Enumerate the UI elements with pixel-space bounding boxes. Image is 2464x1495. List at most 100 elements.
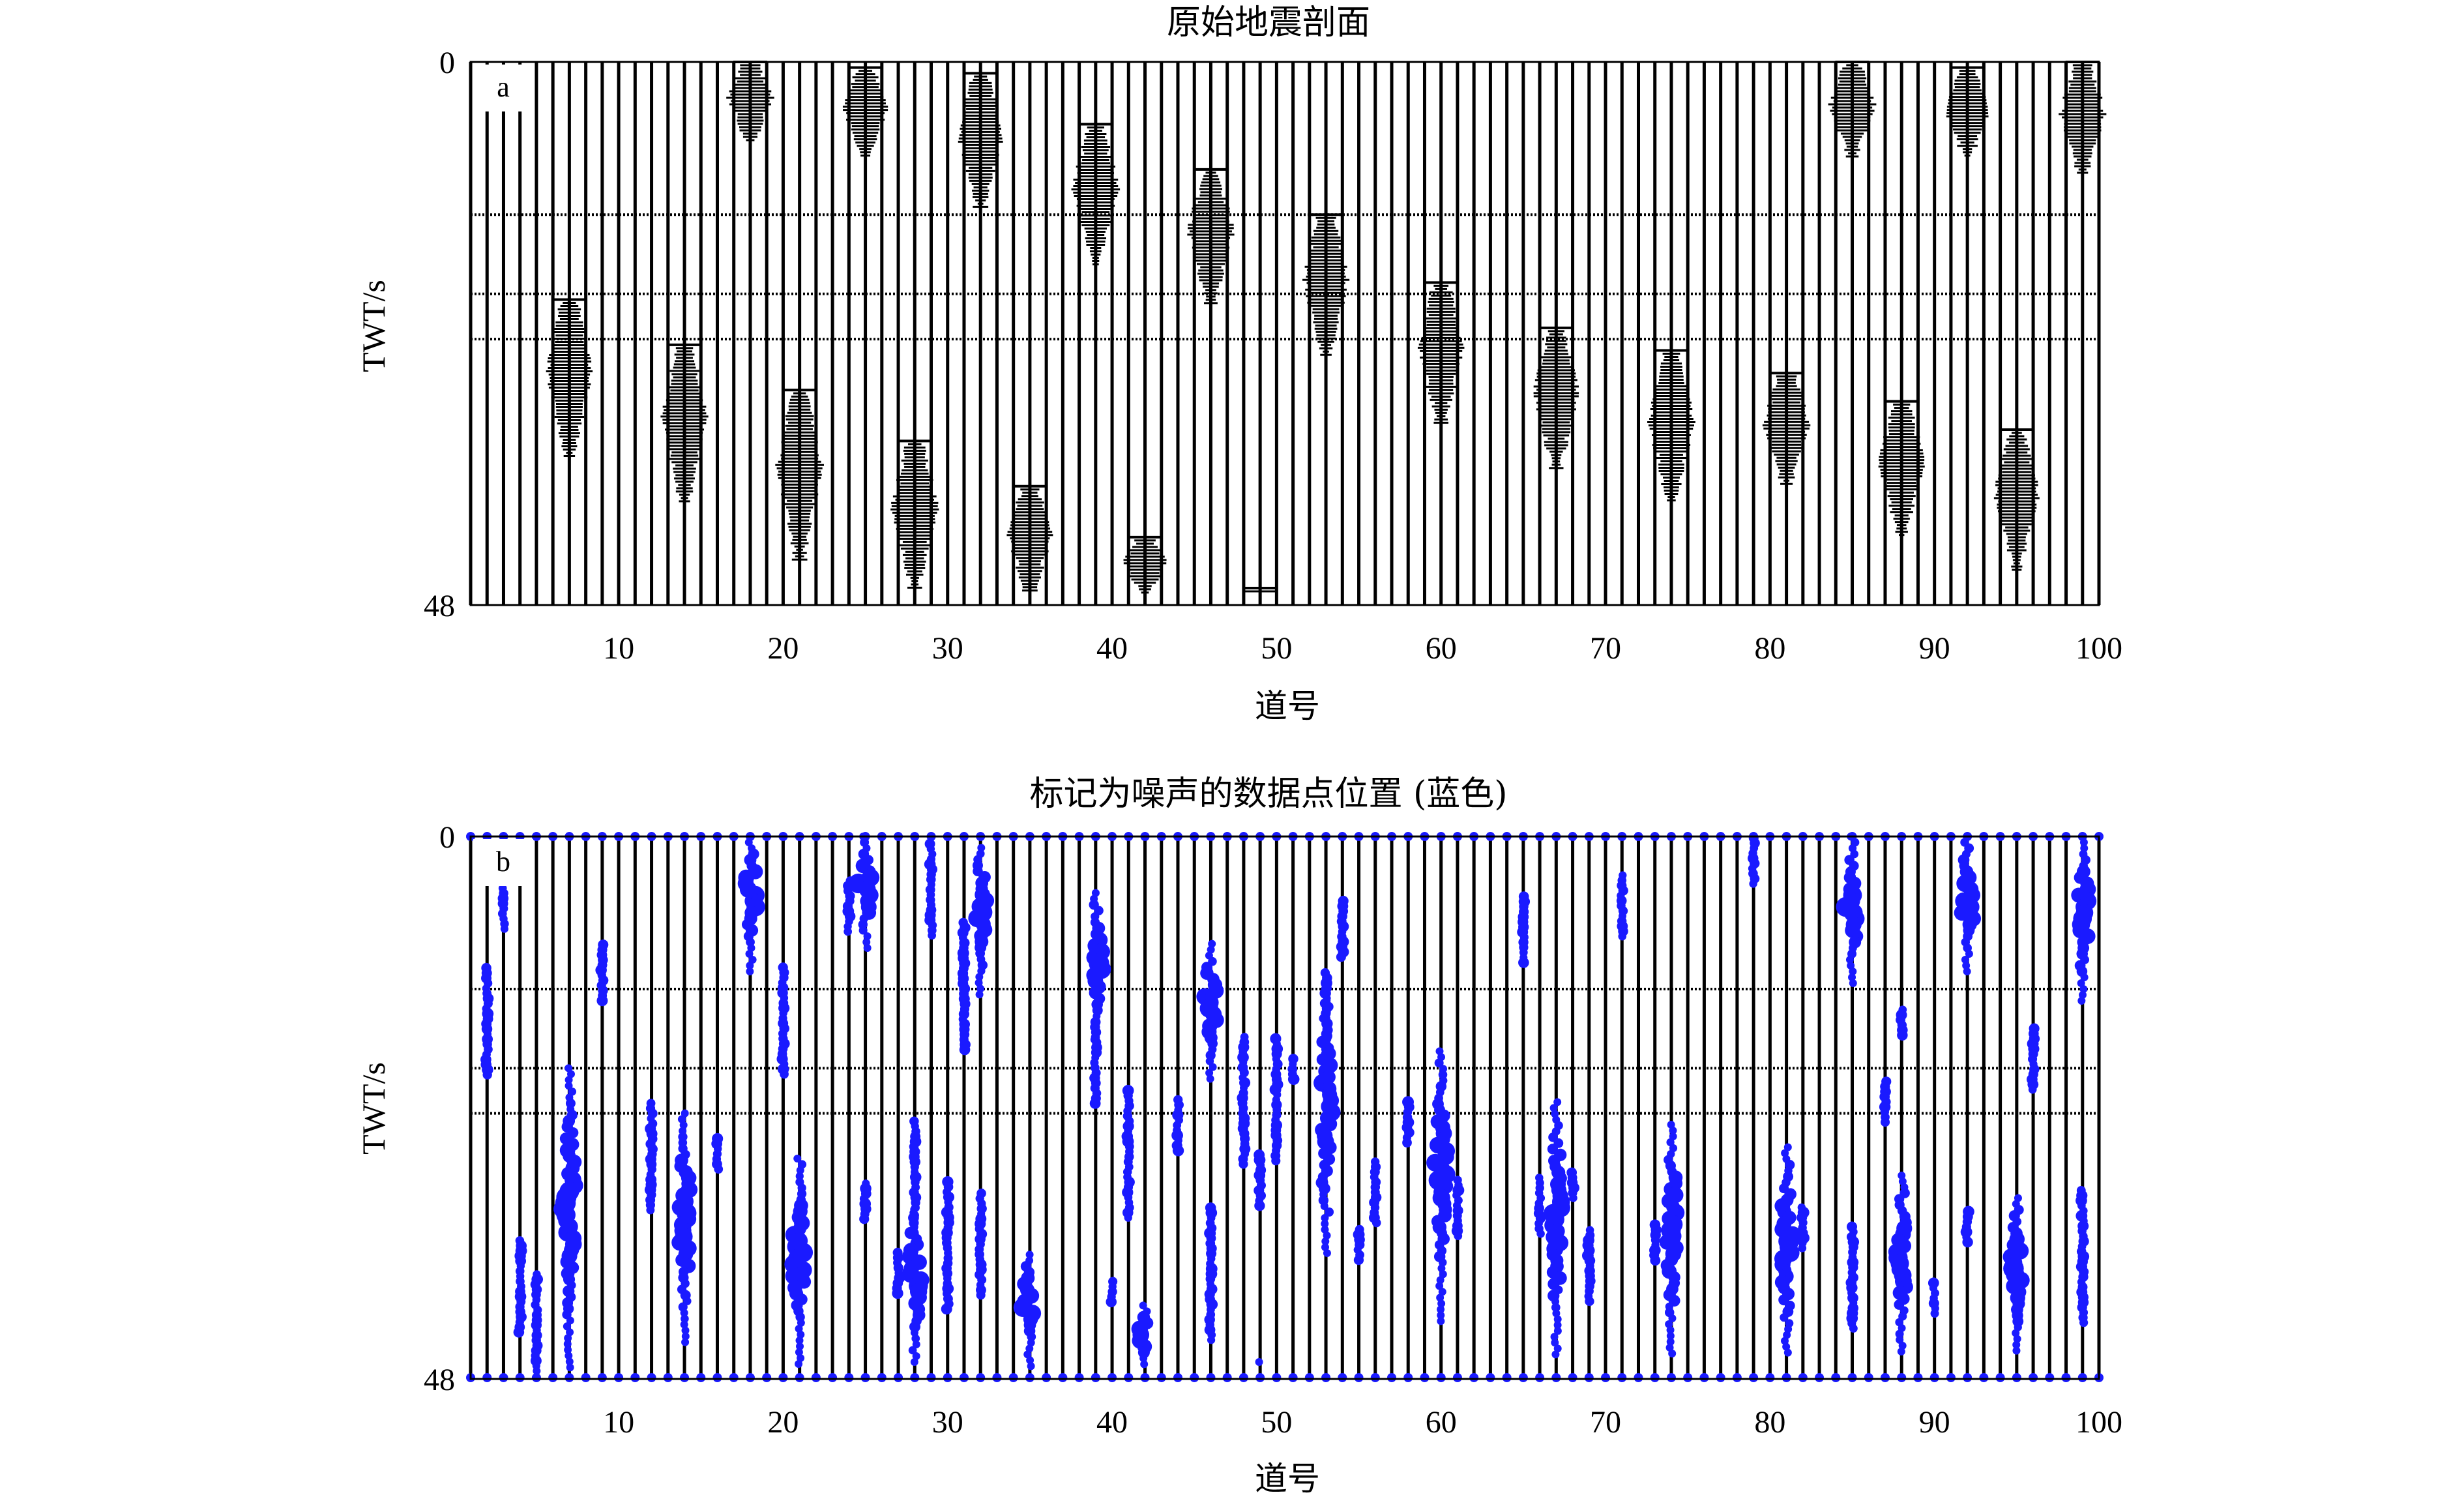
panel-b-noise-point — [1782, 1373, 1791, 1382]
panel-b-event-point — [1439, 1270, 1447, 1279]
panel-b-noise-point — [1304, 1373, 1314, 1382]
panel-b-title: 标记为噪声的数据点位置 (蓝色) — [1029, 775, 1507, 814]
panel-b-event-point — [1848, 973, 1856, 981]
panel-b-noise-point — [795, 1373, 804, 1382]
panel-a-xtick-label: 100 — [2075, 631, 2122, 666]
panel-b-event-point — [793, 1155, 802, 1162]
panel-a-letter: a — [497, 71, 510, 103]
panel-b-noise-point — [1798, 1373, 1808, 1382]
panel-b-event-point — [2079, 985, 2088, 993]
panel-a: 原始地震剖面 a 0 48 10 20 30 40 50 60 70 80 90 100 道号 T… — [355, 3, 2122, 724]
panel-b-event-point — [975, 979, 983, 987]
panel-b-noise-point — [1058, 1373, 1068, 1382]
panel-b-noise-point — [696, 1373, 706, 1382]
panel-b-event-point — [2012, 1346, 2021, 1355]
panel-b-noise-point — [499, 1373, 508, 1382]
panel-b-event-point — [1961, 956, 1969, 964]
panel-b-event-point — [1551, 1110, 1559, 1118]
panel-b-event-point — [746, 962, 754, 970]
panel-b-event-point — [681, 1109, 689, 1118]
panel-b-event-point — [2012, 1340, 2021, 1349]
panel-b-event-point — [1320, 1202, 1328, 1210]
panel-b-event-point — [1437, 1264, 1446, 1273]
panel-b-noise-point — [1880, 1373, 1890, 1382]
panel-b-noise-point — [1486, 1373, 1495, 1382]
panel-b-event-point — [745, 950, 754, 958]
panel-b-noise-point — [1436, 1373, 1446, 1382]
panel-b-noise-point — [1454, 1232, 1463, 1241]
panel-b-event-point — [681, 1314, 689, 1323]
panel-b-noise-point — [1239, 1159, 1248, 1169]
panel-b-event-point — [797, 1319, 805, 1327]
panel-b-noise-point — [1650, 1373, 1660, 1382]
panel-b-event-point — [1783, 1143, 1792, 1151]
panel-b-noise-point — [647, 1373, 656, 1382]
panel-b-event-point — [1783, 1331, 1791, 1339]
panel-b-event-point — [1436, 1294, 1445, 1302]
panel-b-noise-point — [2061, 1373, 2071, 1382]
panel-b-event-point — [1321, 1243, 1329, 1251]
panel-b-event-point — [680, 1320, 688, 1329]
panel-b-event-point — [681, 1332, 690, 1340]
panel-b-event-point — [795, 1348, 803, 1356]
panel-b-noise-point — [860, 1373, 870, 1382]
panel-b-noise-point — [1387, 1373, 1397, 1382]
panel-b-noise-point — [1847, 1373, 1857, 1382]
panel-b-event-point — [1255, 1358, 1263, 1366]
panel-b-noise-point — [513, 1327, 525, 1338]
panel-b-noise-point — [1551, 1373, 1561, 1382]
panel-b-noise-point — [2079, 1318, 2089, 1327]
panel-b-noise-point — [1716, 1373, 1725, 1382]
panel-b-xtick-label: 70 — [1590, 1405, 1621, 1440]
panel-b-event-point — [564, 1334, 572, 1342]
panel-b-noise-point — [1732, 1373, 1742, 1382]
panel-b-event-point — [1439, 1258, 1447, 1267]
panel-b-event-point — [1553, 1327, 1562, 1335]
panel-b-noise-point — [1535, 1373, 1545, 1382]
panel-b-noise-point — [959, 1373, 969, 1382]
panel-b-frame — [469, 835, 2100, 1380]
panel-b-noise-point — [843, 927, 853, 936]
panel-b-noise-point — [1336, 952, 1346, 962]
panel-b-event-point — [1027, 1332, 1036, 1342]
panel-b-noise-point — [992, 1373, 1002, 1382]
panel-b-event-point — [1551, 1303, 1561, 1312]
panel-b-xtick-label: 90 — [1919, 1405, 1950, 1440]
panel-b-noise-point — [1995, 1373, 2005, 1382]
panel-b-noise-point — [976, 1290, 986, 1300]
panel-b-noise-point — [1699, 1373, 1709, 1382]
panel-b-event-point — [565, 1076, 573, 1084]
panel-b-event-point — [975, 990, 984, 999]
panel-b-event-point — [563, 1322, 572, 1331]
panel-b-noise-point — [1469, 1373, 1479, 1382]
panel-b-event-point — [1668, 1350, 1677, 1357]
panel-b-noise-point — [1107, 1373, 1117, 1382]
panel-b-event-point — [1325, 1207, 1334, 1217]
panel-a-plot — [469, 61, 2107, 605]
panel-b-event-point — [1962, 962, 1971, 970]
panel-b-event-point — [564, 1346, 572, 1354]
panel-b-event-point — [1895, 1329, 1904, 1339]
panel-b-noise-point — [1074, 1373, 1084, 1382]
panel-b-x-ticks: 10 20 30 40 50 60 70 80 90 100 — [603, 1405, 2122, 1440]
panel-b-event-point — [2078, 991, 2087, 999]
panel-b-noise-point — [646, 1206, 655, 1215]
panel-b-noise-point — [1206, 1373, 1216, 1382]
panel-b-event-point — [863, 944, 872, 952]
panel-b-noise-point — [1420, 1373, 1430, 1382]
panel-b-event-point — [1205, 1057, 1214, 1065]
panel-a-xtick-label: 90 — [1919, 631, 1950, 666]
panel-b-event-point — [1849, 979, 1857, 987]
panel-b-event-point — [2079, 838, 2088, 846]
panel-b-noise-point — [1173, 1373, 1182, 1382]
panel-b-event-point — [1553, 1321, 1562, 1329]
panel-b-event-point — [908, 1346, 917, 1355]
panel-b-xtick-label: 100 — [2075, 1405, 2122, 1440]
panel-b-noise-point — [1913, 1373, 1923, 1382]
panel-b-event-point — [1666, 1326, 1675, 1334]
panel-b-noise-point — [941, 1303, 952, 1315]
panel-b-noise-point — [565, 1373, 574, 1382]
panel-b-event-point — [746, 968, 754, 975]
panel-b-event-point — [565, 1098, 576, 1108]
